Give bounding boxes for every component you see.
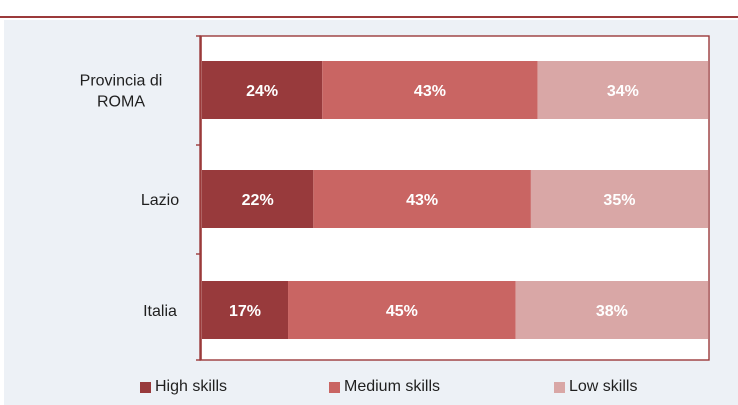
category-labels: Provincia di ROMA Lazio Italia	[80, 73, 180, 321]
data-label: 43%	[414, 83, 446, 100]
data-label: 34%	[607, 83, 639, 100]
legend-label-low: Low skills	[569, 378, 638, 395]
data-label: 35%	[603, 192, 635, 209]
legend-item-low: Low skills	[554, 378, 637, 396]
legend-label-medium: Medium skills	[344, 378, 441, 395]
category-label: Lazio	[141, 192, 179, 209]
bar-segment	[322, 61, 538, 119]
legend-label-high: High skills	[155, 378, 228, 395]
data-label: 22%	[242, 192, 274, 209]
axis-layer	[196, 35, 202, 361]
legend: High skills Medium skills Low skills	[0, 376, 738, 400]
data-label: 43%	[406, 192, 438, 209]
category-label: Italia	[143, 303, 177, 320]
legend-swatch-low	[554, 381, 565, 393]
bar-segment	[530, 170, 708, 228]
legend-swatch-medium	[329, 381, 340, 393]
category-label: Provincia di ROMA	[80, 73, 163, 111]
bar-segment	[537, 61, 708, 119]
top-border-rule	[0, 0, 738, 18]
bar-segment	[202, 281, 289, 339]
bar-segment	[288, 281, 516, 339]
data-label: 45%	[386, 303, 418, 320]
bar-segment	[202, 61, 323, 119]
legend-item-medium: Medium skills	[329, 378, 440, 396]
data-label: 24%	[246, 83, 278, 100]
legend-swatch-high	[140, 381, 151, 393]
bar-segment	[515, 281, 708, 339]
data-label: 38%	[596, 303, 628, 320]
bar-segment	[202, 170, 314, 228]
data-label: 17%	[229, 303, 261, 320]
bars-layer: 24% 43% 34% 22% 43% 35% 17% 45% 38%	[202, 61, 708, 339]
bar-segment	[313, 170, 531, 228]
legend-item-high: High skills	[140, 378, 227, 396]
